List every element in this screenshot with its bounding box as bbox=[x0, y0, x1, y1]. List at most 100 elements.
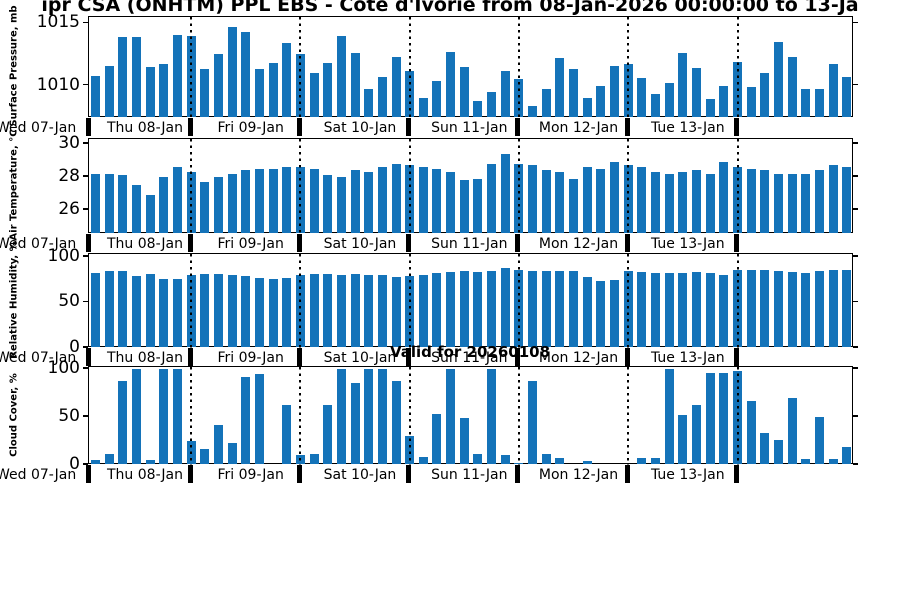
pressure-bar bbox=[828, 64, 838, 117]
y-tick-label: 50 bbox=[58, 406, 80, 426]
temperature-bar bbox=[828, 165, 838, 233]
edge-day-label: Wed 07-Jan bbox=[0, 467, 77, 483]
humidity-bar bbox=[104, 271, 114, 347]
temperature-bar bbox=[664, 173, 674, 233]
day-boundary-tick bbox=[85, 118, 91, 136]
humidity-bar bbox=[814, 271, 824, 347]
y-tick-left bbox=[83, 21, 88, 23]
cloud-bar bbox=[719, 372, 729, 464]
day-separator-line bbox=[736, 367, 739, 465]
temperature-bar bbox=[555, 172, 565, 233]
humidity-bar bbox=[241, 275, 251, 347]
pressure-bar bbox=[145, 66, 155, 117]
humidity-bar bbox=[377, 275, 387, 347]
day-label: Mon 12-Jan bbox=[538, 236, 619, 252]
temperature-bar bbox=[487, 163, 497, 233]
y-tick-right bbox=[853, 255, 858, 257]
humidity-bar bbox=[323, 274, 333, 347]
pressure-bar bbox=[213, 54, 223, 117]
day-boundary-tick bbox=[406, 234, 412, 252]
humidity-bar bbox=[254, 277, 264, 347]
day-label: Tue 13-Jan bbox=[651, 120, 725, 136]
humidity-bar bbox=[651, 273, 660, 347]
temperature-bar bbox=[719, 162, 729, 233]
y-tick-right bbox=[853, 300, 858, 303]
figure-title: ipr CSA (ONHTM) PPL EBS - Cote d'Ivorie … bbox=[41, 0, 859, 16]
temperature-bar bbox=[651, 172, 660, 233]
cloud-bar bbox=[432, 414, 442, 464]
day-label: Mon 12-Jan bbox=[538, 120, 619, 136]
day-label: Sun 11-Jan bbox=[431, 236, 508, 252]
humidity-bar bbox=[145, 274, 155, 347]
temperature-bar bbox=[528, 165, 538, 233]
day-separator-line bbox=[190, 254, 192, 348]
temperature-bar bbox=[282, 167, 292, 233]
edge-day-label: Wed 07-Jan bbox=[0, 350, 77, 366]
pressure-bar bbox=[131, 37, 141, 117]
temperature-bar bbox=[241, 170, 251, 233]
temperature-bar bbox=[432, 168, 442, 233]
y-tick-right bbox=[853, 21, 858, 23]
day-label: Thu 08-Jan bbox=[107, 350, 183, 366]
pressure-bar bbox=[760, 73, 770, 117]
temperature-bar bbox=[801, 173, 811, 233]
pressure-bar bbox=[446, 51, 456, 117]
day-separator-line bbox=[408, 254, 411, 348]
humidity-bar bbox=[705, 273, 715, 347]
cloud-bar bbox=[459, 417, 469, 464]
day-boundary-tick bbox=[296, 348, 302, 366]
pressure-bar bbox=[842, 76, 852, 117]
cloud-bar bbox=[774, 440, 783, 464]
temperature-bar bbox=[705, 173, 715, 233]
day-label: Thu 08-Jan bbox=[107, 120, 183, 136]
y-tick-label: 30 bbox=[58, 133, 80, 153]
cloud-bar bbox=[90, 460, 100, 464]
pressure-bar bbox=[350, 53, 360, 117]
cloud-bar bbox=[172, 368, 182, 464]
temperature-bar bbox=[637, 167, 647, 233]
y-tick-right bbox=[853, 415, 858, 417]
y-tick-left bbox=[83, 463, 88, 465]
cloud-bar bbox=[555, 458, 565, 464]
humidity-bar bbox=[418, 275, 428, 347]
y-tick-label: 100 bbox=[47, 357, 80, 378]
day-boundary-tick bbox=[406, 465, 412, 483]
day-boundary-tick bbox=[187, 234, 193, 252]
edge-day-label: Wed 07-Jan bbox=[0, 120, 77, 136]
cloud-bar bbox=[446, 368, 456, 464]
cloud-bar bbox=[651, 458, 660, 464]
cloud-bar bbox=[200, 448, 210, 464]
temperature-bar bbox=[145, 195, 155, 233]
humidity-bar bbox=[842, 270, 852, 347]
humidity-bar bbox=[432, 273, 442, 347]
humidity-bar bbox=[446, 272, 456, 347]
pressure-bar bbox=[814, 89, 824, 117]
humidity-bar bbox=[569, 271, 578, 347]
day-separator-line bbox=[190, 17, 192, 118]
temperature-bar bbox=[610, 162, 619, 233]
temperature-bar bbox=[473, 178, 483, 233]
y-tick-right bbox=[853, 367, 858, 369]
temperature-bar bbox=[90, 173, 100, 233]
temperature-bar bbox=[336, 177, 346, 233]
humidity-bar bbox=[828, 270, 838, 347]
pressure-bar bbox=[692, 68, 701, 117]
pressure-bar bbox=[254, 69, 264, 117]
pressure-bar bbox=[637, 78, 647, 117]
day-label: Mon 12-Jan bbox=[538, 350, 619, 366]
cloud-bar bbox=[760, 433, 770, 464]
pressure-bar bbox=[241, 32, 251, 117]
humidity-bar bbox=[282, 277, 292, 347]
day-separator-line bbox=[736, 254, 739, 348]
y-tick-left bbox=[83, 142, 88, 144]
temperature-bar bbox=[104, 173, 114, 233]
cloud-bar bbox=[582, 461, 592, 464]
plot-area-pressure bbox=[88, 16, 853, 118]
temperature-bar bbox=[459, 180, 469, 233]
day-label: Mon 12-Jan bbox=[538, 467, 619, 483]
plot-area-temperature bbox=[88, 138, 853, 234]
humidity-bar bbox=[528, 271, 538, 347]
day-separator-line bbox=[627, 17, 630, 118]
temperature-bar bbox=[323, 175, 333, 233]
temperature-bar bbox=[569, 178, 578, 233]
